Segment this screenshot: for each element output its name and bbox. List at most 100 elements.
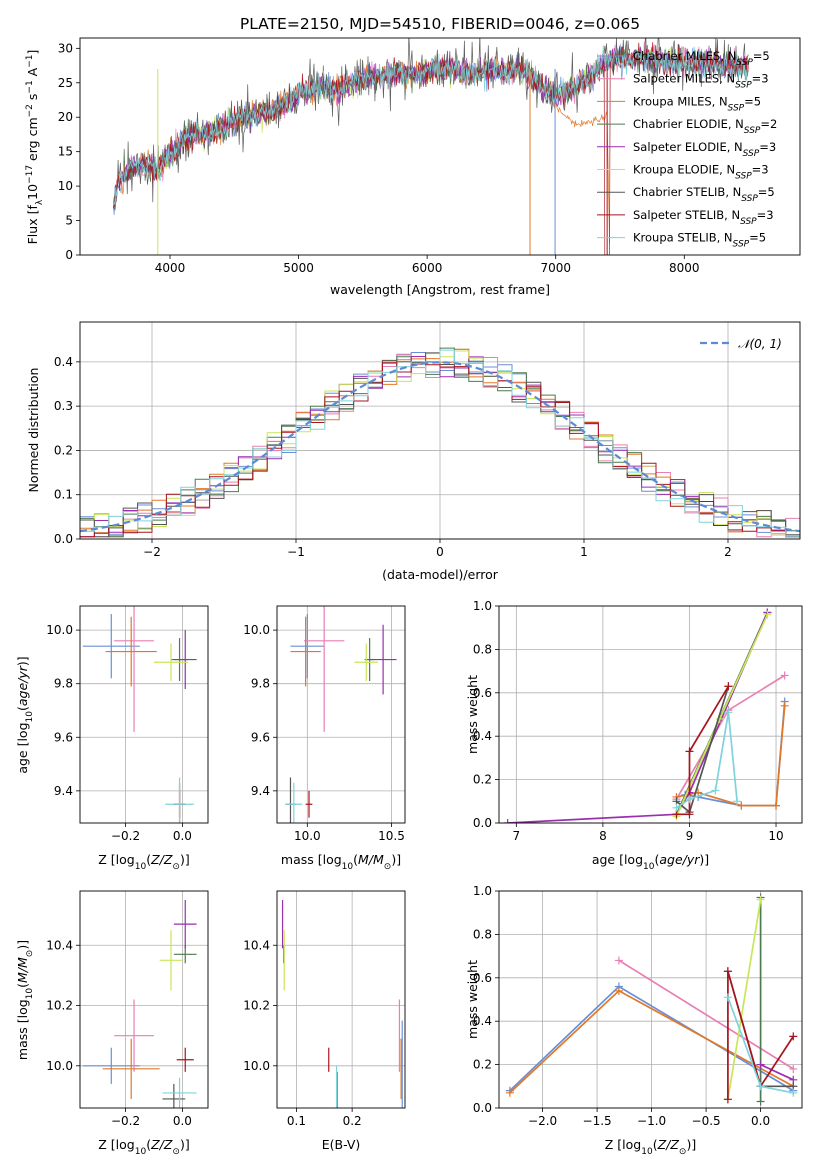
y-tick-label: 25 [58, 76, 73, 90]
plot-area [281, 900, 403, 1108]
weight-line-kroupa_elodie [727, 899, 762, 1100]
y-tick-label: 10.0 [46, 1059, 73, 1073]
x-tick-label: 7000 [540, 261, 571, 275]
x-tick-label: 8000 [669, 261, 700, 275]
y-tick-label: 0.0 [473, 1101, 492, 1115]
weight-marker-kroupa_miles [772, 801, 781, 810]
legend: Chabrier MILES, NSSP=5 Salpeter MILES, NS… [597, 49, 777, 250]
x-tick-label: 0 [436, 545, 444, 559]
y-tick-label: 0.0 [54, 532, 73, 546]
weight-line-salpeter_stelib [676, 685, 730, 816]
x-tick-label: −1.0 [637, 1114, 666, 1128]
spectrum-salpeter_stelib [113, 42, 749, 255]
x-axis-label: Z [log10(Z/Z⊙)] [605, 1137, 696, 1157]
histogram-salpeter_stelib [80, 362, 800, 538]
y-tick-label: 0.0 [473, 816, 492, 830]
weight-marker-salpeter_miles [614, 956, 623, 965]
weight-marker-kroupa_miles [780, 701, 789, 710]
x-tick-label: 5000 [283, 261, 314, 275]
weight-marker-kroupa_stelib [733, 797, 742, 806]
y-tick-label: 0.1 [54, 488, 73, 502]
weight-line-chabrier_miles [684, 701, 786, 807]
chart-6: −0.2 0.0 10.0 10.2 10.4 Z [log10(Z/Z⊙)] mass [… [15, 890, 209, 1157]
y-tick-label: 9.4 [251, 784, 270, 798]
x-tick-label: −2 [143, 545, 161, 559]
x-tick-label: 1 [580, 545, 588, 559]
x-axis-label: age [log10(age/yr)] [592, 852, 709, 872]
weight-marker-kroupa_miles [737, 801, 746, 810]
x-tick-label: −1.5 [583, 1114, 612, 1128]
plot-area [80, 347, 800, 538]
spectrum-kroupa_stelib [113, 39, 749, 206]
weight-marker-kroupa_miles [614, 986, 623, 995]
y-tick-label: 0.2 [54, 443, 73, 457]
plot-area [285, 606, 397, 823]
y-tick-label: 0.6 [473, 686, 492, 700]
weight-marker-salpeter_stelib [723, 967, 732, 976]
y-tick-label: 0.4 [473, 1014, 492, 1028]
weight-marker-kroupa_elodie [756, 895, 765, 904]
weight-marker-salpeter_miles [789, 1064, 798, 1073]
y-tick-label: 10.4 [243, 938, 270, 952]
y-tick-label: 10.0 [243, 623, 270, 637]
weight-marker-kroupa_stelib [672, 803, 681, 812]
y-tick-label: 9.8 [54, 677, 73, 691]
x-tick-label: 2 [724, 545, 732, 559]
axes-frame [276, 605, 406, 824]
y-tick-label: 0.3 [54, 399, 73, 413]
weight-marker-salpeter_elodie [503, 819, 512, 823]
plot-area [82, 900, 197, 1108]
legend-label: Chabrier STELIB, NSSP=5 [633, 185, 775, 204]
y-tick-label: 10.0 [46, 623, 73, 637]
x-tick-label: 0.2 [343, 1114, 362, 1128]
y-axis-label: mass weight [465, 675, 480, 754]
x-tick-label: 9 [686, 829, 694, 843]
x-axis-label: (data-model)/error [382, 567, 499, 582]
x-tick-label: 7 [512, 829, 520, 843]
x-tick-label: −1 [287, 545, 305, 559]
weight-marker-salpeter_stelib [789, 1032, 798, 1041]
y-tick-label: 20 [58, 110, 73, 124]
x-tick-label: −0.2 [111, 1114, 140, 1128]
x-tick-label: 6000 [412, 261, 443, 275]
y-tick-label: 10.4 [46, 938, 73, 952]
x-tick-label: −0.5 [692, 1114, 721, 1128]
x-axis-label: wavelength [Angstrom, rest frame] [330, 282, 550, 297]
plot-area [113, 38, 749, 255]
normal-curve [80, 361, 800, 533]
x-tick-label: 0.0 [173, 829, 192, 843]
y-axis-label: Normed distribution [26, 368, 41, 493]
x-axis-label: Z [log10(Z/Z⊙)] [98, 852, 189, 872]
plot-area [82, 606, 197, 823]
weight-marker-salpeter_stelib [685, 747, 694, 756]
weight-marker-salpeter_elodie [756, 1060, 765, 1069]
axes-frame [79, 605, 209, 824]
y-tick-label: 0.4 [473, 729, 492, 743]
chart-2: −2 −1 0 1 2 0.0 0.1 0.2 0.3 0.4 𝒩(0, 1) (data-model… [26, 321, 801, 582]
weight-marker-kroupa_stelib [685, 795, 694, 804]
y-axis-label: Flux [fλ10−17 erg cm−2 s−1 A−1] [25, 50, 45, 245]
y-tick-label: 0 [65, 248, 73, 262]
chart-5: 7 8 9 10 0.0 0.2 0.4 0.6 0.8 1.0 age [log10(age/yr… [465, 599, 803, 872]
x-tick-label: −2.0 [528, 1114, 557, 1128]
legend-label: Salpeter MILES, NSSP=3 [633, 72, 769, 91]
weight-line-salpeter_stelib [727, 971, 795, 1100]
y-axis-label: age [log10(age/yr)] [15, 656, 35, 773]
y-tick-label: 0.6 [473, 971, 492, 985]
chart-8: −2.0 −1.5 −1.0 −0.5 0.0 0.0 0.2 0.4 0.6 0.8 1.0 Z [… [465, 884, 803, 1157]
axes-frame [498, 605, 803, 824]
legend-label: Kroupa ELODIE, NSSP=3 [633, 163, 769, 182]
axes-frame [79, 37, 801, 256]
y-tick-label: 0.8 [473, 927, 492, 941]
y-tick-label: 0.2 [473, 1058, 492, 1072]
weight-line-kroupa_miles [676, 705, 786, 807]
x-tick-label: 10.5 [378, 829, 405, 843]
weight-line-salpeter_miles [618, 959, 794, 1070]
chart-3: −0.2 0.0 9.4 9.6 9.8 10.0 Z [log10(Z/Z⊙)] age [… [15, 605, 209, 872]
legend-label: Salpeter STELIB, NSSP=3 [633, 208, 774, 227]
y-tick-label: 0.2 [473, 773, 492, 787]
x-axis-label: Z [log10(Z/Z⊙)] [98, 1137, 189, 1157]
legend-label: Kroupa MILES, NSSP=5 [633, 94, 761, 113]
legend-label: Chabrier ELODIE, NSSP=2 [633, 117, 777, 136]
